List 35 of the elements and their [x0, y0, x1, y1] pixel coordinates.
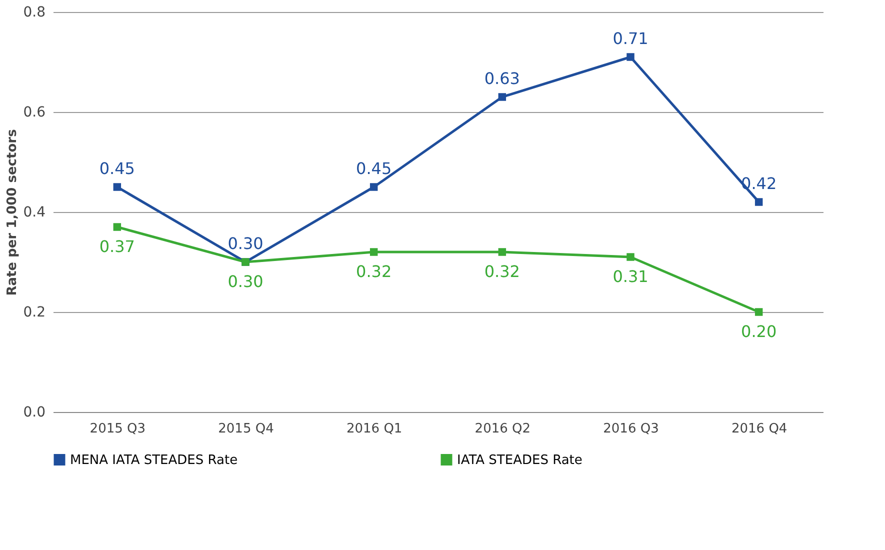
legend-label: IATA STEADES Rate [457, 452, 582, 468]
data-label: 0.63 [484, 69, 520, 88]
x-tick-label: 2015 Q3 [90, 422, 146, 436]
point [754, 308, 763, 316]
point [626, 253, 634, 261]
point [370, 248, 378, 256]
y-tick-label: 0.6 [23, 104, 46, 120]
x-tick-label: 2016 Q4 [731, 422, 788, 436]
point [113, 223, 122, 231]
y-axis-title: Rate per 1,000 sectors [5, 128, 20, 296]
data-label: 0.32 [356, 262, 392, 281]
data-label: 0.31 [612, 267, 648, 286]
point [754, 198, 763, 206]
data-label: 0.71 [612, 29, 648, 48]
data-label: 0.20 [741, 322, 777, 341]
x-tick-label: 2016 Q1 [346, 422, 402, 436]
y-tick-label: 0.4 [23, 204, 46, 220]
x-tick-label: 2016 Q3 [603, 422, 659, 436]
x-tick-label: 2016 Q2 [474, 422, 531, 436]
data-label: 0.45 [356, 159, 392, 178]
point [370, 183, 378, 191]
data-label: 0.30 [228, 234, 264, 253]
y-tick-label: 0.2 [23, 304, 46, 320]
x-tick-label: 2015 Q4 [218, 422, 274, 436]
point [498, 93, 506, 101]
data-label: 0.37 [99, 237, 135, 256]
legend-label: MENA IATA STEADES Rate [70, 452, 238, 468]
data-label: 0.30 [228, 272, 264, 291]
y-tick-label: 0.0 [23, 404, 46, 420]
data-label: 0.32 [484, 262, 520, 281]
y-tick-label: 0.8 [23, 4, 46, 20]
point [113, 183, 122, 191]
data-label: 0.45 [99, 159, 135, 178]
point [626, 53, 634, 61]
point [498, 248, 506, 256]
